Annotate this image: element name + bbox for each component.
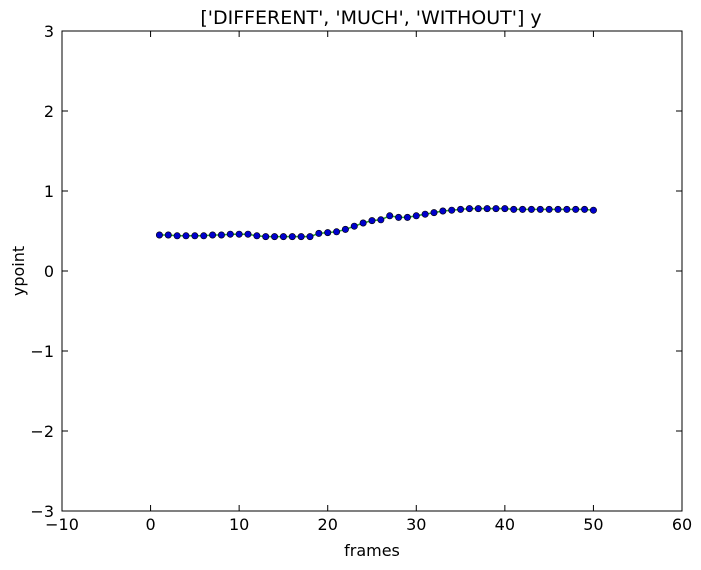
data-point: [191, 232, 199, 240]
data-point: [430, 209, 438, 217]
x-tick-label: 0: [145, 515, 155, 534]
series-layer: [155, 205, 597, 241]
y-tick-label: −2: [30, 422, 54, 441]
x-tick-label: 50: [583, 515, 603, 534]
y-tick-label: −3: [30, 502, 54, 521]
data-point: [164, 231, 172, 239]
data-point: [581, 205, 589, 213]
data-point: [510, 205, 518, 213]
data-point: [527, 205, 535, 213]
data-point: [457, 205, 465, 213]
y-axis-label: ypoint: [9, 246, 28, 296]
data-point: [386, 212, 394, 220]
data-point: [315, 229, 323, 237]
data-point: [554, 205, 562, 213]
data-point: [412, 212, 420, 220]
x-tick-label: 40: [495, 515, 515, 534]
data-point: [572, 205, 580, 213]
x-tick-label: 10: [229, 515, 249, 534]
chart-title: ['DIFFERENT', 'MUCH', 'WITHOUT'] y: [200, 7, 541, 29]
data-point: [377, 216, 385, 224]
x-tick-label: 20: [318, 515, 338, 534]
data-point: [297, 233, 305, 241]
data-point: [563, 205, 571, 213]
data-point: [395, 213, 403, 221]
data-point: [341, 225, 349, 233]
data-point: [324, 229, 332, 237]
data-point: [279, 233, 287, 241]
data-point: [403, 213, 411, 221]
data-point: [589, 206, 597, 214]
data-point: [217, 231, 225, 239]
data-point: [306, 233, 314, 241]
data-point: [262, 233, 270, 241]
data-point: [492, 205, 500, 213]
y-tick-label: 1: [44, 182, 54, 201]
data-point: [421, 210, 429, 218]
data-point: [483, 205, 491, 213]
data-point: [333, 228, 341, 236]
data-point: [465, 205, 473, 213]
data-point: [519, 205, 527, 213]
data-point: [226, 230, 234, 238]
data-point: [173, 232, 181, 240]
x-tick-label: −10: [45, 515, 79, 534]
data-point: [448, 206, 456, 214]
data-point: [350, 222, 358, 230]
data-point: [182, 232, 190, 240]
x-tick-label: 60: [672, 515, 692, 534]
x-tick-label: 30: [406, 515, 426, 534]
data-point: [209, 231, 217, 239]
data-point: [253, 232, 261, 240]
data-point: [288, 233, 296, 241]
data-point: [155, 231, 163, 239]
data-point: [474, 205, 482, 213]
data-point: [244, 230, 252, 238]
data-point: [439, 207, 447, 215]
axes-frame: [61, 30, 683, 512]
data-point: [359, 219, 367, 227]
y-tick-label: 3: [44, 22, 54, 41]
data-point: [200, 232, 208, 240]
data-point: [536, 205, 544, 213]
x-axis-label: frames: [344, 541, 400, 560]
data-point: [501, 205, 509, 213]
data-point: [545, 205, 553, 213]
data-point: [235, 230, 243, 238]
data-point: [271, 233, 279, 241]
y-tick-label: 0: [44, 262, 54, 281]
data-point: [368, 217, 376, 225]
y-tick-label: −1: [30, 342, 54, 361]
y-tick-label: 2: [44, 102, 54, 121]
